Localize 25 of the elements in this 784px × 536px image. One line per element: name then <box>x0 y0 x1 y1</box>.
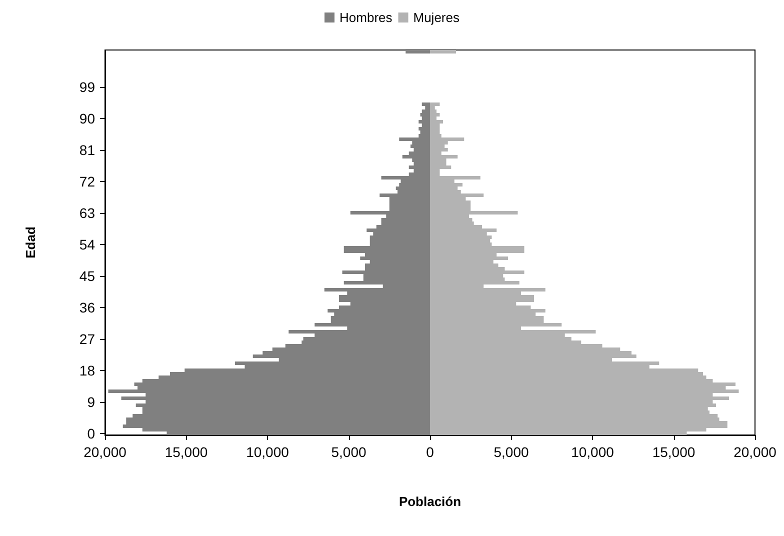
y-tick-label: 99 <box>79 78 96 95</box>
y-tick-label: 90 <box>79 110 96 126</box>
x-tick-label: 15,000 <box>164 444 208 460</box>
y-tick-label: 45 <box>79 268 96 284</box>
x-tick-label: 0 <box>426 444 434 460</box>
x-tick-label: 5,000 <box>494 444 529 460</box>
y-tick-label: 36 <box>79 299 96 316</box>
legend-label: Mujeres <box>413 10 460 25</box>
x-axis-title: Población <box>398 494 462 509</box>
y-tick-label: 81 <box>79 142 96 158</box>
y-tick-label: 9 <box>87 394 96 410</box>
y-tick-label: 18 <box>79 362 96 378</box>
y-axis-title: Edad <box>23 226 38 258</box>
legend-label: Hombres <box>340 10 393 25</box>
y-tick-label: 0 <box>87 425 96 442</box>
x-tick-label: 20,000 <box>734 444 777 460</box>
y-tick-label: 27 <box>79 330 96 347</box>
x-tick-label: 20,000 <box>84 444 127 460</box>
x-tick-label: 10,000 <box>571 444 614 460</box>
x-tick-label: 5,000 <box>331 444 366 460</box>
y-tick-label: 63 <box>79 204 96 221</box>
y-tick-label: 54 <box>79 236 96 252</box>
y-tick-label: 72 <box>79 173 96 190</box>
x-tick-label: 10,000 <box>246 444 290 460</box>
x-tick-label: 15,000 <box>652 444 696 460</box>
